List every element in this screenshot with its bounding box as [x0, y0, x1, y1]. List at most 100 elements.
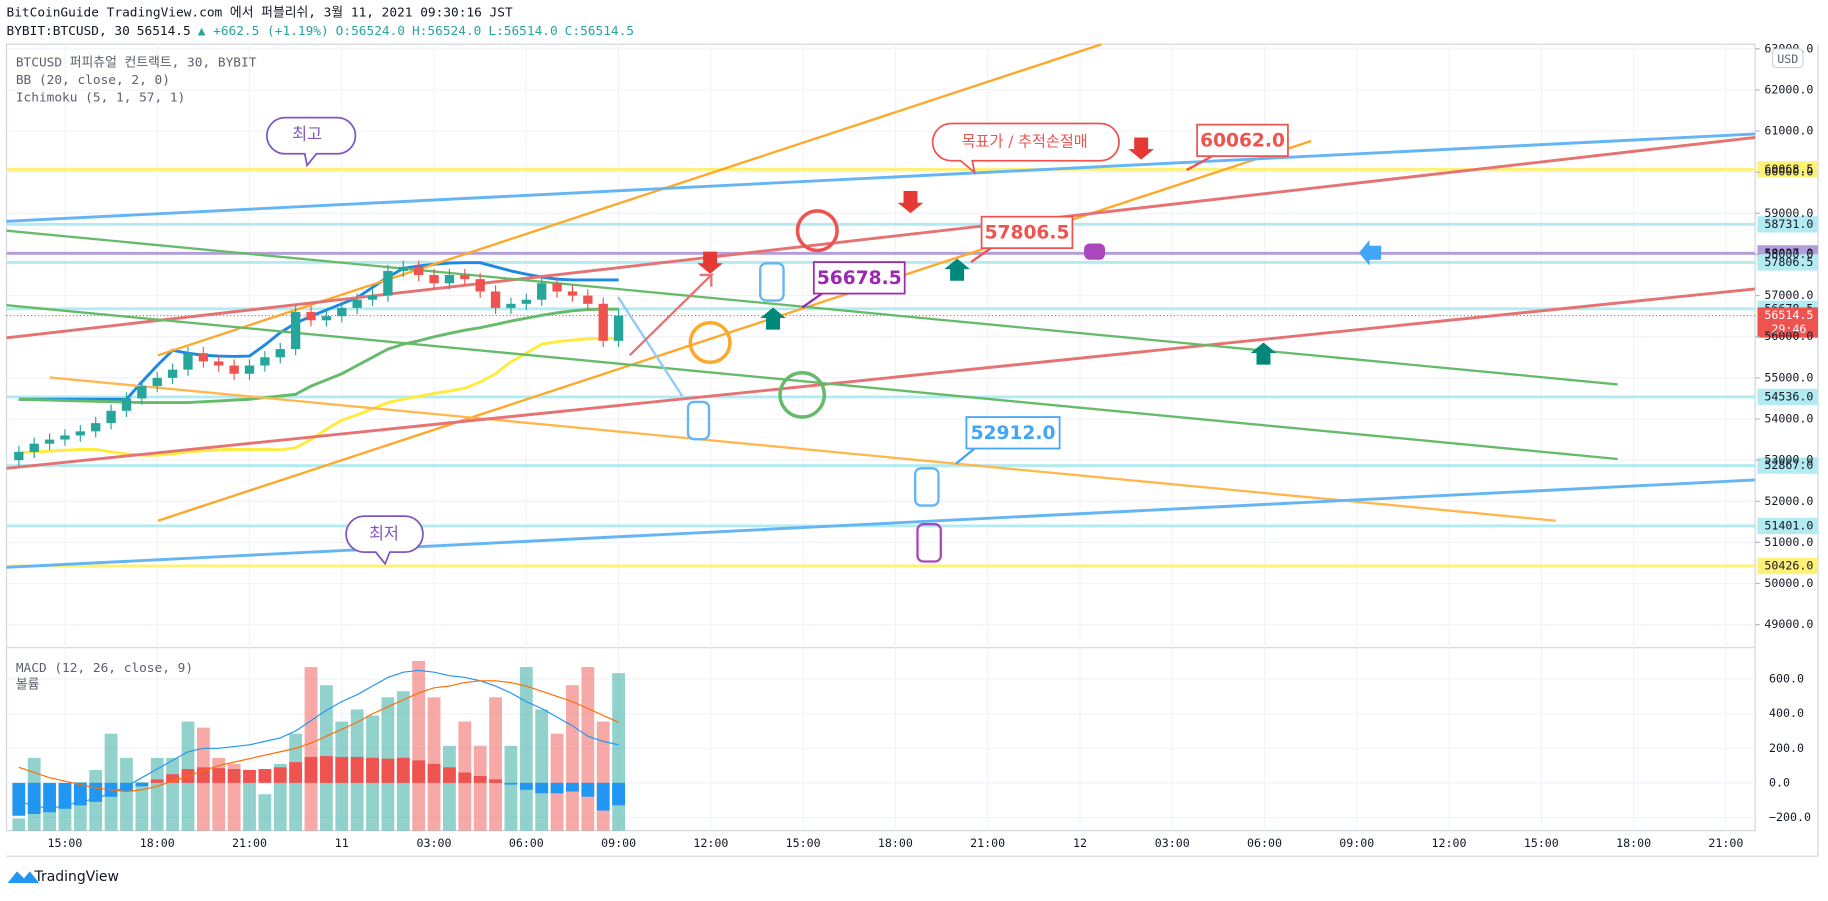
header-field: L:56514.0 [488, 24, 557, 39]
macd-histogram-bar [227, 769, 241, 783]
macd-histogram-bar [135, 782, 149, 787]
volume-bar [535, 709, 549, 831]
y-tick-label: 400.0 [1769, 706, 1804, 720]
candle-body [490, 291, 501, 308]
x-tick-label: 21:00 [970, 836, 1005, 850]
candle-body [75, 431, 85, 436]
candle-body [598, 303, 608, 341]
candle-body [306, 312, 316, 321]
macd-histogram-bar [43, 782, 56, 813]
cat-icon [1084, 243, 1106, 260]
macd-histogram-bar [396, 757, 410, 783]
header-field: 56514.5 [137, 24, 191, 39]
candle-body [137, 386, 147, 399]
price-note [980, 215, 1074, 250]
candle-body [244, 365, 255, 374]
trend-line [6, 287, 1756, 470]
y-tick-label: 60000.0 [1764, 165, 1813, 179]
callout [266, 116, 357, 168]
annotation: 52912.0 [971, 423, 1056, 444]
header-field: O:56524.0 [336, 24, 405, 39]
volume-bar [135, 782, 149, 831]
macd-histogram-bar [550, 782, 564, 794]
candle-body [167, 369, 178, 378]
y-tick-label: 61000.0 [1764, 124, 1813, 138]
level-badge [1757, 254, 1818, 271]
x-tick-label: 21:00 [1708, 836, 1743, 850]
macd-histogram-bar [596, 782, 610, 811]
emoji [795, 209, 839, 253]
arrow-up [1250, 342, 1277, 365]
x-tick-label: 21:00 [232, 836, 267, 850]
header-field: ▲ +662.5 (+1.19%) [198, 24, 329, 39]
candle-body [290, 312, 301, 350]
level-label: 58731.0 [1764, 217, 1813, 231]
candle-body [552, 283, 562, 292]
macd-title: MACD (12, 26, close, 9) [16, 661, 193, 676]
candle-body [367, 295, 378, 300]
candle-body [398, 266, 408, 271]
volume-bar [443, 745, 456, 831]
y-tick-label: 49000.0 [1764, 617, 1813, 631]
emoji [688, 320, 732, 365]
hand-icon [759, 262, 785, 302]
x-tick-label: 12:00 [693, 836, 728, 850]
x-tick-label: 18:00 [1616, 836, 1651, 850]
indicator-line [18, 336, 619, 457]
level-label: 51401.0 [1764, 518, 1813, 532]
arrow-left [1359, 239, 1382, 266]
macd-histogram-bar [273, 767, 287, 783]
macd-histogram-bar [319, 756, 333, 783]
macd-histogram-bar [350, 756, 364, 783]
level-label: 57806.5 [1764, 255, 1813, 269]
macd-histogram-bar [504, 782, 518, 785]
level-badge [1757, 517, 1818, 535]
y-tick-label: 51000.0 [1764, 535, 1813, 549]
annotation: 목표가 / 추적손절매 [962, 133, 1088, 151]
pointer [1186, 155, 1213, 172]
macd-histogram-bar [366, 757, 379, 783]
annotation: 최저 [369, 524, 399, 543]
y-tick-label: 0.0 [1769, 775, 1790, 789]
volume-bar [150, 757, 164, 831]
y-tick-label: 58000.0 [1764, 247, 1813, 261]
footer: TradingView [33, 869, 118, 885]
pointer [801, 292, 823, 309]
legend-item: BTCUSD 퍼피츄얼 컨트랙트, 30, BYBIT [16, 55, 257, 70]
candle-body [260, 357, 270, 366]
trend-line [6, 229, 1618, 386]
signal-line [18, 680, 619, 793]
volume-bar [596, 721, 610, 831]
macd-histogram-bar [150, 779, 164, 783]
trend-line [6, 132, 1756, 223]
macd-histogram-bar [27, 782, 41, 814]
macd-histogram-bar [289, 762, 303, 783]
macd-line [18, 669, 619, 810]
volume-bar [550, 733, 564, 831]
x-tick-label: 15:00 [47, 836, 82, 850]
volume-bar [504, 745, 518, 831]
candle-body [567, 291, 578, 296]
hand-icon [914, 467, 940, 507]
level-label: 54536.0 [1764, 389, 1813, 403]
candle-body [352, 299, 362, 308]
candle-body [91, 423, 101, 432]
x-tick-label: 09:00 [601, 836, 636, 850]
hand-icon [916, 523, 942, 563]
x-tick-label: 06:00 [509, 836, 544, 850]
macd-histogram-bar [427, 763, 441, 783]
candle-body [121, 398, 132, 411]
candle-body [60, 435, 70, 440]
price-note [812, 261, 906, 295]
candle-body [229, 365, 239, 374]
header-quote: BYBIT:BTCUSD, 30 56514.5 ▲ +662.5 (+1.19%)… [7, 24, 635, 39]
x-tick-label: 03:00 [417, 836, 452, 850]
volume-bar [12, 818, 26, 831]
macd-histogram-bar [304, 756, 318, 783]
candle-body [613, 315, 624, 341]
legend-item: Ichimoku (5, 1, 57, 1) [16, 90, 185, 105]
level-label: 60068.5 [1764, 162, 1813, 176]
price-note [965, 416, 1061, 450]
